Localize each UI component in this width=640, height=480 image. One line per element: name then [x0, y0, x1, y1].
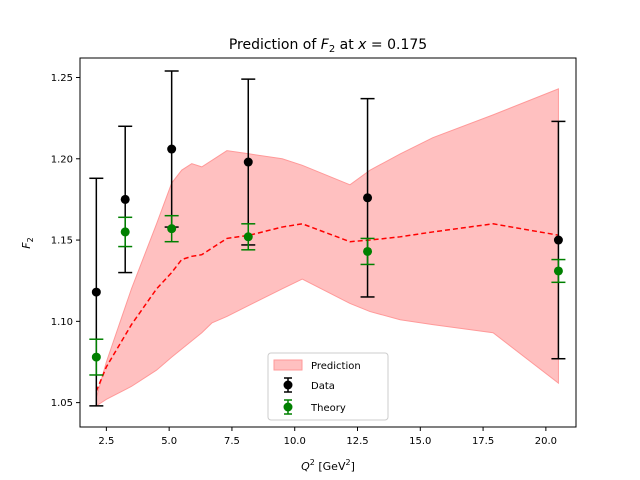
x-axis-label: Q2 [GeV2]: [301, 458, 355, 473]
chart-title: Prediction of F2 at x = 0.175: [229, 37, 427, 55]
x-tick-label: 12.5: [346, 436, 368, 447]
data-point: [118, 125, 133, 274]
data-marker: [363, 193, 373, 203]
x-tick-label: 15.0: [409, 436, 431, 447]
data-marker: [553, 235, 563, 245]
theory-point: [360, 237, 375, 266]
y-axis-label: F2: [20, 237, 35, 248]
axes-frame: [79, 57, 577, 428]
data-point: [241, 78, 256, 246]
legend-data-label: Data: [311, 381, 335, 392]
y-tick-label: 1.05: [51, 398, 73, 409]
theory-marker: [363, 246, 373, 256]
x-tick-label: 10.0: [284, 436, 306, 447]
data-point: [551, 120, 566, 360]
theory-point: [118, 216, 133, 248]
theory-marker: [91, 352, 101, 362]
y-tick-label: 1.20: [51, 154, 73, 165]
legend: Prediction Data Theory: [267, 352, 389, 421]
theory-point: [89, 338, 104, 376]
y-axis: 1.05 1.10 1.15 1.20 1.25: [51, 73, 80, 409]
x-tick-label: 20.0: [535, 436, 557, 447]
y-tick-label: 1.15: [51, 236, 73, 247]
legend-data-marker: [283, 377, 293, 393]
data-marker: [243, 157, 253, 167]
theory-point: [241, 223, 256, 251]
data-marker: [167, 144, 177, 154]
theory-marker: [243, 232, 253, 242]
prediction-band: [95, 88, 559, 407]
y-tick-label: 1.25: [51, 73, 73, 84]
legend-theory-label: Theory: [310, 403, 346, 414]
x-tick-label: 2.5: [98, 436, 114, 447]
data-marker: [120, 194, 130, 204]
x-tick-label: 17.5: [472, 436, 494, 447]
theory-marker: [120, 227, 130, 237]
legend-prediction-label: Prediction: [311, 361, 361, 372]
legend-theory-marker: [283, 399, 293, 415]
theory-marker: [167, 224, 177, 234]
x-axis: 2.5 5.0 7.5 10.0 12.5 15.0 17.5 20.0: [98, 427, 557, 447]
theory-marker: [553, 266, 563, 276]
y-tick-label: 1.10: [51, 317, 73, 328]
theory-point: [164, 214, 179, 243]
theory-point: [551, 258, 566, 284]
x-tick-label: 5.0: [161, 436, 177, 447]
prediction-central-line: [95, 223, 559, 392]
x-tick-label: 7.5: [224, 436, 240, 447]
legend-prediction-swatch: [273, 359, 303, 371]
data-marker: [91, 287, 101, 297]
plot-area: [89, 70, 566, 407]
